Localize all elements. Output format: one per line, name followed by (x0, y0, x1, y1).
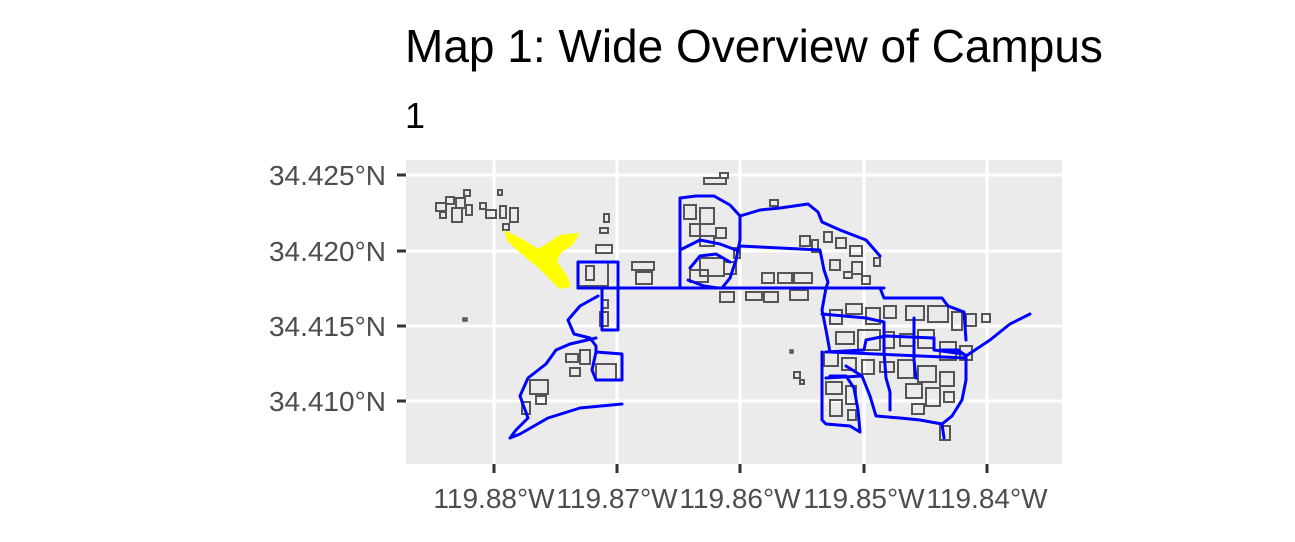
x-tick-label: 119.85°W (803, 483, 925, 514)
y-tick-label: 34.425°N (269, 160, 386, 191)
y-tick-label: 34.420°N (269, 236, 386, 267)
roads-layer (508, 194, 1032, 440)
x-tick-label: 119.87°W (556, 483, 678, 514)
x-tick-label: 119.86°W (679, 483, 801, 514)
lagoon-area (504, 230, 580, 290)
y-tick-label: 34.415°N (269, 311, 386, 342)
x-tick-label: 119.84°W (926, 483, 1048, 514)
map-title: Map 1: Wide Overview of Campus (405, 20, 1103, 72)
x-tick-label: 119.88°W (433, 483, 555, 514)
y-axis: 34.425°N 34.420°N 34.415°N 34.410°N (269, 160, 406, 417)
x-axis: 119.88°W 119.87°W 119.86°W 119.85°W 119.… (433, 464, 1048, 514)
y-tick-label: 34.410°N (269, 386, 386, 417)
buildings-layer (435, 172, 991, 441)
map-subtitle: 1 (405, 95, 425, 136)
